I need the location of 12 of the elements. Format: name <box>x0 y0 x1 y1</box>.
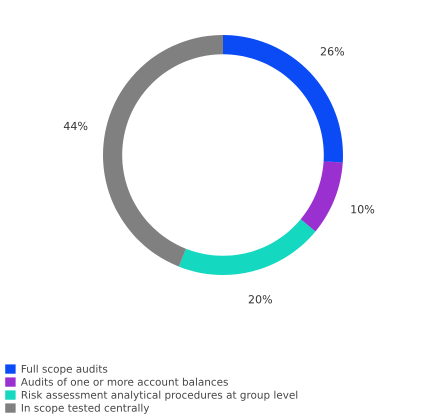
legend-label: Audits of one or more account balances <box>20 378 228 386</box>
data-label: 26% <box>320 47 344 56</box>
donut-slice <box>223 35 343 163</box>
legend-label: Risk assessment analytical procedures at group level <box>22 390 298 401</box>
data-label: 20% <box>248 295 272 304</box>
legend-label: In scope tested centrally <box>22 404 150 414</box>
data-label: 44% <box>64 122 88 130</box>
donut-slice <box>178 219 316 275</box>
donut-slice <box>103 35 223 267</box>
legend-label: Full scope audits <box>22 364 108 375</box>
data-label: 10% <box>351 205 374 214</box>
donut-slice <box>300 161 343 232</box>
